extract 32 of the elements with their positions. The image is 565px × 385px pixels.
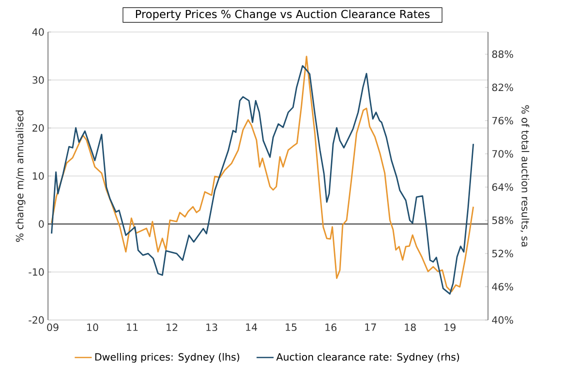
y-tick-label: 0 [38, 220, 44, 228]
y-tick-label: 30 [32, 76, 44, 84]
y2-tick-label: 58% [492, 216, 514, 224]
y-tick-label: 20 [32, 124, 44, 132]
x-tick-label: 19 [444, 324, 456, 332]
y-tick-label: -20 [28, 316, 44, 324]
y-tick-label: 40 [32, 28, 44, 36]
y2-axis-title: % of total auction results, sa [520, 105, 530, 246]
x-tick-label: 12 [166, 324, 178, 331]
y2-tick-label: 76% [492, 116, 514, 124]
legend-label: Auction clearance rate: Sydney (rhs) [276, 352, 460, 363]
legend-label: Dwelling prices: Sydney (lhs) [95, 352, 240, 363]
x-tick-label: 18 [404, 324, 416, 332]
y-tick-label: -10 [28, 268, 44, 276]
x-tick-label: 11 [126, 324, 138, 331]
y-axis-title: % change m/m annualised [16, 110, 26, 242]
y2-tick-label: 70% [492, 150, 514, 158]
x-tick-label: 17 [365, 324, 376, 331]
y2-tick-label: 64% [492, 183, 514, 191]
x-tick-label: 13 [206, 324, 218, 332]
y2-tick-label: 52% [492, 250, 514, 258]
y2-tick-label: 82% [492, 84, 514, 92]
x-tick-label: 10 [87, 324, 98, 332]
y2-tick-label: 88% [492, 50, 514, 58]
x-tick-label: 09 [47, 324, 58, 332]
y2-tick-label: 46% [492, 282, 514, 291]
chart-title: Property Prices % Change vs Auction Clearance Rates [136, 10, 430, 20]
y2-tick-label: 40% [492, 316, 514, 324]
x-tick-label: 16 [326, 324, 336, 332]
x-tick-label: 14 [246, 324, 258, 331]
x-tick-label: 15 [286, 324, 296, 331]
y-tick-label: 10 [32, 172, 44, 180]
